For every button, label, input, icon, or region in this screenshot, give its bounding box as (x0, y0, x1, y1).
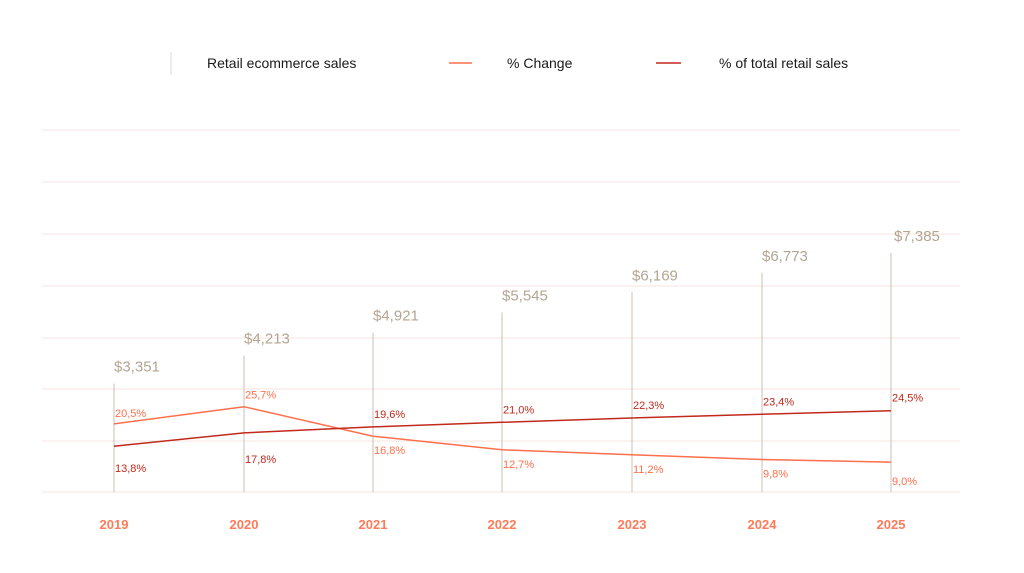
data-labels: $3,351 $4,213 $4,921 $5,545 $6,169 $6,773 $7,3… (114, 228, 940, 488)
line-percent-of-total-retail-sales (113, 409, 892, 447)
share-label-2022: 21,0% (503, 404, 534, 416)
gridlines (42, 129, 960, 493)
change-label-2020: 25,7% (245, 390, 276, 402)
x-tick-2024: 2024 (748, 517, 778, 532)
change-label-2024: 9,8% (763, 468, 788, 480)
x-axis: 2019 2020 2021 2022 2023 2024 2025 (100, 517, 906, 532)
change-label-2019: 20,5% (115, 408, 146, 420)
share-label-2020: 17,8% (245, 454, 276, 466)
sales-label-2020: $4,213 (244, 331, 290, 348)
share-label-2024: 23,4% (763, 396, 794, 408)
share-label-2023: 22,3% (633, 400, 664, 412)
x-tick-2020: 2020 (230, 517, 259, 532)
change-label-2023: 11,2% (633, 464, 664, 476)
sales-label-2021: $4,921 (373, 308, 419, 325)
legend-percent-change: % Change (507, 55, 573, 71)
sales-label-2025: $7,385 (894, 228, 940, 245)
change-label-2025: 9,0% (892, 476, 917, 488)
share-label-2021: 19,6% (374, 409, 405, 421)
change-label-2021: 16,8% (374, 445, 405, 457)
sales-label-2019: $3,351 (114, 359, 160, 376)
x-tick-2023: 2023 (618, 517, 647, 532)
sales-label-2022: $5,545 (502, 288, 548, 305)
sales-label-2024: $6,773 (762, 248, 808, 265)
x-tick-2022: 2022 (488, 517, 517, 532)
legend-percent-of-total-retail-sales: % of total retail sales (719, 55, 848, 71)
series-lines (113, 405, 892, 463)
change-label-2022: 12,7% (503, 459, 534, 471)
share-label-2019: 13,8% (115, 463, 146, 475)
x-tick-2025: 2025 (877, 517, 906, 532)
line-percent-change (113, 405, 892, 463)
x-tick-2019: 2019 (100, 517, 129, 532)
share-label-2025: 24,5% (892, 393, 923, 405)
sales-label-2023: $6,169 (632, 267, 678, 284)
sales-vertical-lines (113, 253, 892, 492)
legend-retail-ecommerce-sales: Retail ecommerce sales (207, 55, 356, 71)
x-tick-2021: 2021 (359, 517, 388, 532)
legend: Retail ecommerce sales % Change % of tot… (170, 52, 848, 75)
